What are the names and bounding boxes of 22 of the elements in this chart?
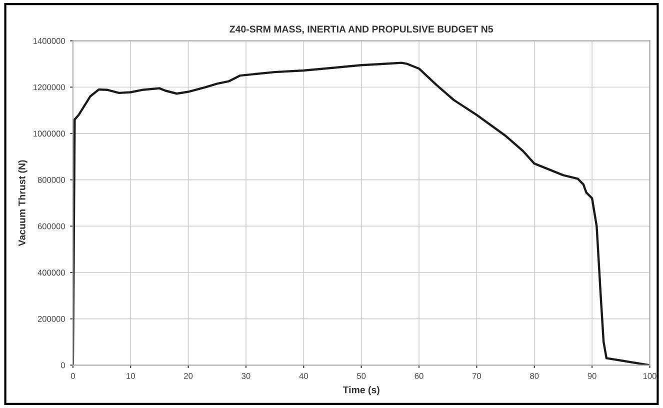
x-tick-label: 10: [126, 373, 135, 379]
y-tick-label: 800000: [38, 177, 65, 183]
x-tick-label: 80: [530, 373, 539, 379]
x-tick-label: 70: [472, 373, 482, 379]
y-axis-title: Vacuum Thrust (N): [18, 160, 28, 246]
x-tick-label: 40: [299, 373, 308, 379]
x-tick-label: 0: [70, 373, 75, 379]
y-tick-label: 1000000: [33, 130, 65, 137]
x-tick-label: 100: [643, 373, 656, 379]
y-tick-label: 600000: [38, 223, 65, 230]
x-tick-label: 50: [357, 373, 366, 379]
x-tick-label: 90: [588, 373, 596, 379]
x-tick-label: 30: [242, 373, 250, 379]
x-axis-title: Time (s): [342, 386, 380, 396]
chart-title: Z40-SRM MASS, INERTIA AND PROPULSIVE BUDGET N5: [230, 26, 494, 34]
y-tick-label: 0: [60, 362, 65, 368]
y-tick-label: 200000: [38, 316, 65, 322]
x-tick-label: 60: [414, 373, 424, 379]
y-tick-label: 1200000: [33, 84, 65, 90]
y-tick-label: 1400000: [33, 38, 65, 44]
x-tick-label: 20: [184, 373, 193, 379]
y-tick-label: 400000: [38, 270, 65, 276]
